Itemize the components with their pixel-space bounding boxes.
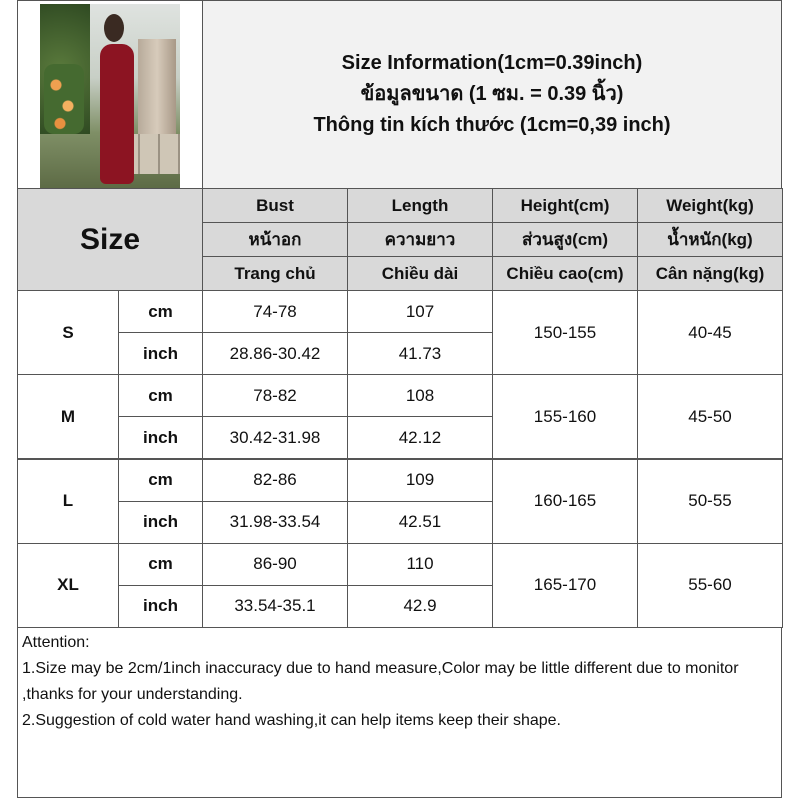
column-header-en: Height(cm): [492, 188, 638, 223]
product-photo: [40, 4, 180, 188]
weight-value: 50-55: [637, 458, 783, 544]
bust-value: 82-86: [202, 458, 348, 502]
length-value: 107: [347, 290, 493, 333]
weight-value: 40-45: [637, 290, 783, 375]
size-label: S: [17, 290, 119, 375]
column-header-en: Bust: [202, 188, 348, 223]
length-value: 42.12: [347, 416, 493, 460]
note-2: 2.Suggestion of cold water hand washing,…: [22, 712, 561, 729]
column-header-th: ความยาว: [347, 222, 493, 257]
column-header-en: Length: [347, 188, 493, 223]
height-value: 165-170: [492, 542, 638, 628]
length-value: 108: [347, 374, 493, 418]
note-1: 1.Size may be 2cm/1inch inaccuracy due t…: [22, 660, 739, 703]
title-vi: Thông tin kích thước (1cm=0,39 inch): [313, 114, 671, 136]
bust-value: 33.54-35.1: [202, 584, 348, 628]
weight-value: 45-50: [637, 374, 783, 460]
column-header-th: ส่วนสูง(cm): [492, 222, 638, 257]
note-heading: Attention:: [22, 634, 90, 651]
height-value: 150-155: [492, 290, 638, 375]
unit-label: inch: [118, 584, 203, 628]
length-value: 42.51: [347, 500, 493, 544]
column-header-vi: Cân nặng(kg): [637, 256, 783, 291]
length-value: 109: [347, 458, 493, 502]
column-header-vi: Chiều dài: [347, 256, 493, 291]
size-info-title: Size Information(1cm=0.39inch) ข้อมูลขนา…: [202, 0, 782, 189]
column-header-th: น้ำหนัก(kg): [637, 222, 783, 257]
unit-label: inch: [118, 416, 203, 460]
bust-value: 31.98-33.54: [202, 500, 348, 544]
size-label: M: [17, 374, 119, 460]
bust-value: 86-90: [202, 542, 348, 586]
size-label: L: [17, 458, 119, 544]
height-value: 160-165: [492, 458, 638, 544]
unit-label: cm: [118, 290, 203, 333]
unit-label: cm: [118, 458, 203, 502]
title-th: ข้อมูลขนาด (1 ซม. = 0.39 นิ้ว): [360, 83, 624, 105]
size-header: Size: [17, 188, 203, 291]
column-header-th: หน้าอก: [202, 222, 348, 257]
bust-value: 74-78: [202, 290, 348, 333]
length-value: 41.73: [347, 332, 493, 375]
bust-value: 30.42-31.98: [202, 416, 348, 460]
unit-label: cm: [118, 374, 203, 418]
column-header-en: Weight(kg): [637, 188, 783, 223]
height-value: 155-160: [492, 374, 638, 460]
unit-label: inch: [118, 500, 203, 544]
bust-value: 78-82: [202, 374, 348, 418]
title-en: Size Information(1cm=0.39inch): [341, 52, 643, 74]
size-label: XL: [17, 542, 119, 628]
column-header-vi: Trang chủ: [202, 256, 348, 291]
unit-label: cm: [118, 542, 203, 586]
length-value: 42.9: [347, 584, 493, 628]
attention-notes: Attention: 1.Size may be 2cm/1inch inacc…: [17, 627, 782, 798]
weight-value: 55-60: [637, 542, 783, 628]
column-header-vi: Chiều cao(cm): [492, 256, 638, 291]
unit-label: inch: [118, 332, 203, 375]
length-value: 110: [347, 542, 493, 586]
bust-value: 28.86-30.42: [202, 332, 348, 375]
